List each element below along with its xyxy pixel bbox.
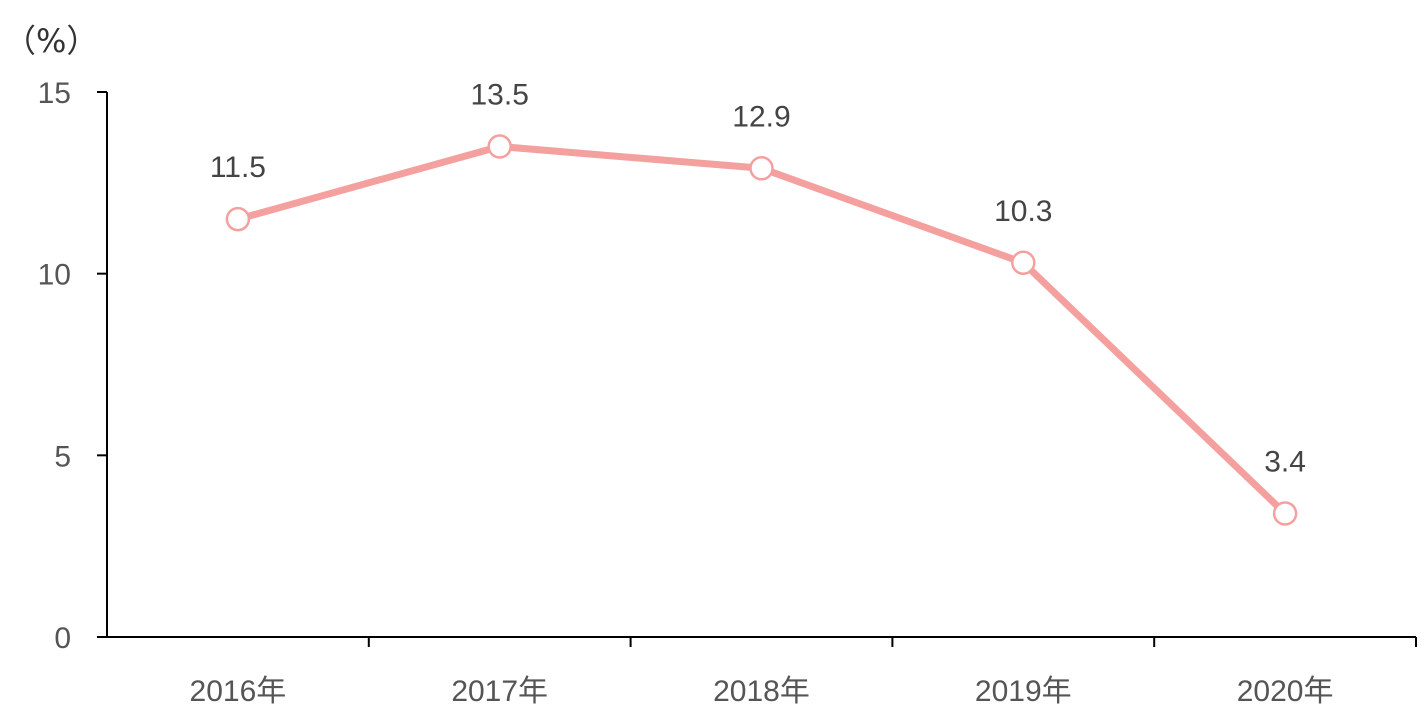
y-tick-label: 10 (38, 259, 71, 292)
y-tick-label: 5 (54, 440, 71, 473)
x-tick-label: 2019年 (975, 675, 1072, 708)
data-label: 11.5 (210, 151, 266, 184)
data-point (749, 156, 774, 181)
y-tick-label: 15 (38, 77, 71, 110)
series (225, 134, 1298, 526)
data-point (487, 134, 512, 159)
x-tick-label: 2018年 (713, 675, 810, 708)
ticks: 0 5 10 15 2016年 2017年 2018年 2019年 2020年 (38, 77, 1417, 708)
data-point (1011, 250, 1036, 276)
axes (106, 92, 1416, 638)
data-label: 12.9 (732, 100, 790, 133)
x-tick-label: 2016年 (190, 675, 287, 708)
data-label: 10.3 (994, 195, 1052, 228)
x-tick-label: 2017年 (451, 675, 548, 708)
series-line (234, 143, 1289, 517)
y-unit-label: （%） (4, 22, 99, 60)
data-point (225, 206, 251, 232)
data-label: 3.4 (1264, 445, 1306, 478)
x-tick-label: 2020年 (1237, 675, 1334, 708)
data-labels: 11.5 13.5 12.9 10.3 3.4 (210, 79, 1306, 479)
data-point (1272, 501, 1298, 526)
y-tick-label: 0 (54, 622, 71, 655)
data-label: 13.5 (471, 79, 529, 112)
